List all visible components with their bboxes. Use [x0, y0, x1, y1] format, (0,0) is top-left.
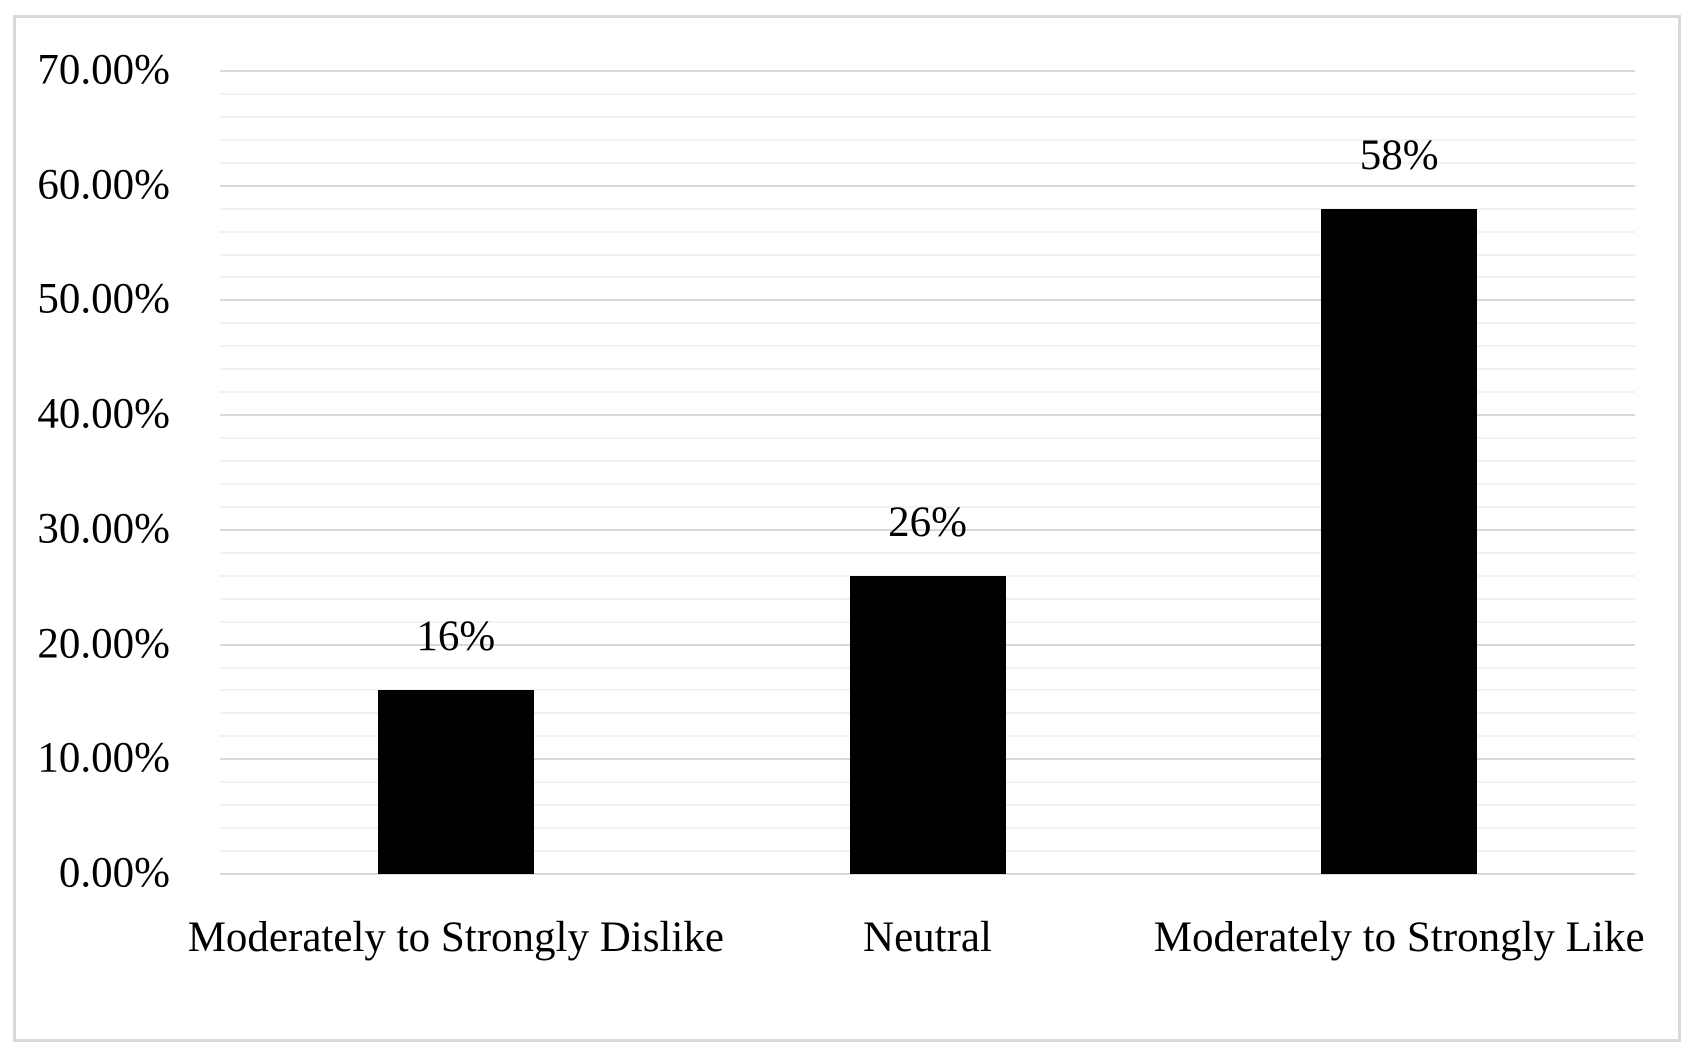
y-axis-tick-label: 70.00% — [37, 46, 170, 94]
major-gridline — [220, 528, 1635, 531]
minor-gridline — [220, 115, 1635, 118]
y-axis-tick-label: 60.00% — [37, 161, 170, 209]
minor-gridline — [220, 92, 1635, 95]
minor-gridline — [220, 482, 1635, 485]
minor-gridline — [220, 253, 1635, 256]
y-axis-tick-label: 20.00% — [37, 620, 170, 668]
minor-gridline — [220, 505, 1635, 508]
bar — [377, 690, 534, 874]
x-axis-category-label: Neutral — [863, 914, 992, 961]
x-axis-category-label: Moderately to Strongly Like — [1153, 914, 1645, 961]
minor-gridline — [220, 230, 1635, 233]
major-gridline — [220, 299, 1635, 302]
bar-value-label: 16% — [416, 613, 496, 661]
minor-gridline — [220, 322, 1635, 325]
y-axis-tick-label: 10.00% — [37, 734, 170, 782]
minor-gridline — [220, 161, 1635, 164]
minor-gridline — [220, 276, 1635, 279]
y-axis-tick-label: 30.00% — [37, 505, 170, 553]
bar-value-label: 26% — [888, 498, 967, 546]
minor-gridline — [220, 345, 1635, 348]
minor-gridline — [220, 437, 1635, 440]
major-gridline — [220, 414, 1635, 417]
x-axis-category-label: Moderately to Strongly Dislike — [187, 914, 724, 961]
major-gridline — [220, 873, 1635, 875]
minor-gridline — [220, 138, 1635, 141]
bar-value-label: 58% — [1359, 131, 1439, 179]
major-gridline — [220, 184, 1635, 187]
y-axis-tick-label: 0.00% — [58, 849, 170, 897]
minor-gridline — [220, 460, 1635, 463]
bar — [1321, 208, 1478, 874]
minor-gridline — [220, 207, 1635, 210]
bar — [849, 575, 1006, 874]
chart-frame: 0.00% 10.00% 20.00% 30.00% 40.00% 50.00% 60.00… — [13, 15, 1681, 1042]
y-axis-tick-label: 40.00% — [37, 390, 170, 438]
minor-gridline — [220, 391, 1635, 394]
y-axis-tick-label: 50.00% — [37, 276, 170, 324]
minor-gridline — [220, 551, 1635, 554]
minor-gridline — [220, 368, 1635, 371]
major-gridline — [220, 70, 1635, 72]
